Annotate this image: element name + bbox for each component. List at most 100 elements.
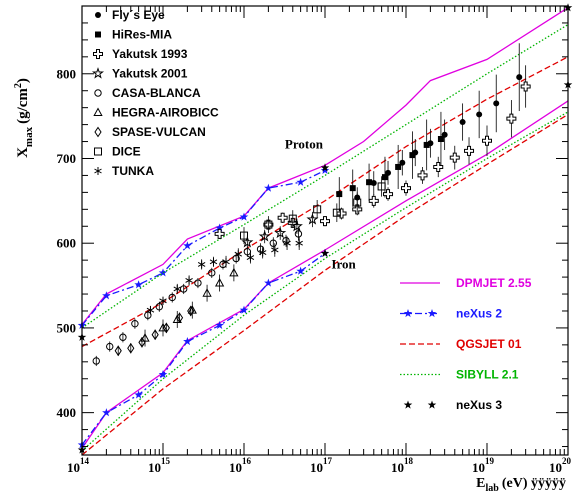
- asterisk-stroke: [258, 250, 267, 255]
- x-tick-label: 1016: [229, 456, 252, 475]
- data-point: [240, 231, 248, 240]
- legend-experiment-label: CASA-BLANCA: [112, 86, 201, 100]
- x-tick-exp: 20: [562, 456, 572, 466]
- data-point: [401, 183, 411, 194]
- asterisk-stroke: [271, 247, 279, 253]
- data-point: [370, 180, 377, 187]
- experiment-legend: Fly´s Eye HiRes-MIA Yakutsk 1993 Yakutsk 20…: [91, 8, 219, 178]
- y-tick-label: 800: [57, 66, 77, 81]
- asterisk-stroke: [146, 307, 155, 313]
- data-point: [294, 230, 303, 238]
- x-title-unit: (eV) ÿÿÿÿÿ: [502, 476, 566, 491]
- model-curve-iron: [81, 111, 569, 452]
- data-point: [138, 336, 146, 348]
- y-title-unit: (g/cm: [15, 88, 31, 124]
- data-point: [239, 305, 249, 314]
- data-point: [158, 370, 168, 379]
- data-point: [168, 293, 176, 302]
- y-tick-label: 600: [57, 236, 77, 251]
- data-point: [409, 152, 416, 159]
- data-point: [437, 136, 444, 143]
- annotation-label: Proton: [285, 136, 324, 151]
- asterisk-stroke: [246, 255, 255, 261]
- legend-model-label: QGSJET 01: [456, 337, 522, 351]
- data-point: [119, 333, 127, 341]
- x-tick-base: 10: [310, 460, 323, 475]
- data-point: [427, 400, 437, 409]
- y-tick-label: 700: [57, 151, 77, 166]
- x-title-sub: lab: [486, 483, 500, 494]
- data-point: [106, 342, 114, 351]
- x-tick-label: 1018: [391, 456, 414, 475]
- data-point: [229, 267, 239, 277]
- data-point: [208, 269, 216, 277]
- data-point: [296, 266, 305, 275]
- data-point: [320, 216, 330, 227]
- data-point: [127, 342, 135, 354]
- asterisk-stroke: [209, 259, 218, 265]
- model-legend: DPMJET 2.55 neXus 2 QGSJET 01 SIBYLL 2.1 neX…: [400, 276, 532, 412]
- data-point: [162, 322, 170, 334]
- data-point: [258, 230, 271, 242]
- annotations-group: Proton Iron: [285, 136, 357, 271]
- data-point: [209, 257, 218, 266]
- x-tick-exp: 19: [485, 456, 495, 466]
- data-point: [214, 277, 225, 287]
- data-point: [158, 322, 168, 332]
- data-point: [256, 245, 265, 253]
- data-point: [183, 336, 192, 346]
- x-tick-label: 1014: [67, 456, 90, 475]
- data-point: [320, 248, 330, 258]
- asterisk-stroke: [295, 240, 303, 246]
- x-tick-base: 10: [391, 460, 404, 475]
- x-tick-exp: 15: [161, 456, 171, 466]
- data-point: [464, 145, 475, 156]
- data-point: [159, 296, 167, 305]
- legend-experiment-label: Yakutsk 2001: [112, 67, 188, 81]
- data-point: [295, 239, 303, 248]
- model-curve-proton: [81, 7, 569, 325]
- data-point: [246, 253, 255, 262]
- x-axis-title: Elab (eV) ÿÿÿÿÿ: [476, 476, 566, 494]
- data-point: [175, 312, 184, 324]
- data-point: [95, 31, 101, 38]
- data-point: [155, 303, 163, 311]
- data-point: [459, 119, 466, 126]
- y-tick-label: 500: [57, 320, 77, 335]
- data-point: [476, 111, 483, 118]
- data-point: [194, 279, 202, 287]
- data-point: [296, 177, 305, 186]
- data-point: [520, 81, 531, 92]
- data-point: [290, 219, 303, 232]
- asterisk-stroke: [173, 286, 182, 292]
- x-tick-label: 1020: [549, 456, 572, 475]
- data-point: [239, 212, 249, 221]
- data-point: [283, 239, 291, 248]
- data-point: [173, 284, 182, 293]
- axis-titles: Elab (eV) ÿÿÿÿÿ Xmax (g/cm2): [13, 78, 566, 494]
- data-point: [383, 189, 394, 200]
- legend-experiment-label: HiRes-MIA: [112, 28, 172, 42]
- x-tick-base: 10: [229, 460, 242, 475]
- legend-experiment-label: DICE: [112, 145, 141, 159]
- model-curve-iron: [81, 113, 569, 456]
- data-point: [215, 223, 224, 232]
- data-point: [92, 357, 100, 365]
- data-point: [94, 167, 102, 175]
- y-title-main: X: [15, 147, 31, 158]
- asterisk-stroke: [197, 261, 206, 267]
- data-point: [449, 152, 460, 163]
- data-point: [377, 182, 386, 191]
- y-axis-title: Xmax (g/cm2): [13, 78, 35, 158]
- data-point: [493, 100, 500, 107]
- data-point: [91, 67, 105, 79]
- data-point: [131, 319, 139, 328]
- asterisk-stroke: [283, 240, 291, 246]
- data-point: [185, 276, 193, 285]
- experiment-data-group: [92, 43, 531, 367]
- data-point: [197, 260, 206, 269]
- legend-experiment-label: Yakutsk 1993: [112, 47, 188, 61]
- data-point: [349, 185, 356, 192]
- data-point: [222, 257, 230, 266]
